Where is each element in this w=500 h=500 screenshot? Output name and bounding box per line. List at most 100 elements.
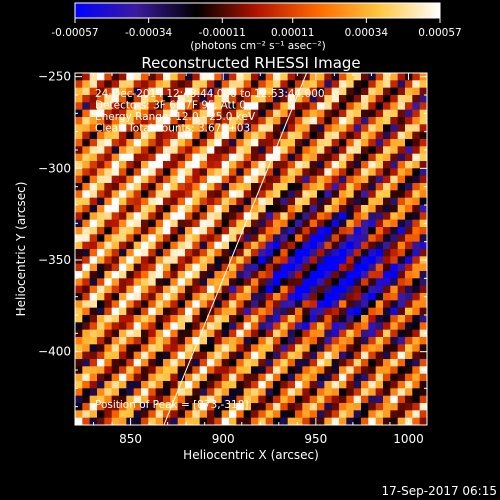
- heatmap-cell: [229, 227, 237, 235]
- heatmap-cell: [375, 153, 384, 162]
- heatmap-cell: [229, 249, 237, 257]
- heatmap-cell: [405, 102, 413, 110]
- heatmap-cell: [207, 249, 215, 257]
- heatmap-cell: [339, 161, 347, 169]
- heatmap-cell: [141, 373, 149, 382]
- heatmap-cell: [280, 278, 288, 286]
- heatmap-cell: [353, 153, 362, 162]
- heatmap-cell: [170, 359, 178, 367]
- heatmap-cell: [412, 234, 420, 242]
- heatmap-cell: [119, 117, 127, 125]
- heatmap-cell: [280, 300, 288, 308]
- heatmap-cell: [97, 381, 105, 389]
- heatmap-cell: [214, 337, 222, 345]
- heatmap-cell: [397, 351, 406, 360]
- heatmap-cell: [258, 109, 266, 118]
- heatmap-cell: [265, 249, 274, 257]
- heatmap-cell: [82, 381, 90, 389]
- heatmap-cell: [75, 175, 83, 184]
- heatmap-cell: [126, 190, 134, 198]
- heatmap-cell: [280, 249, 288, 257]
- heatmap-cell: [185, 249, 193, 257]
- heatmap-cell: [243, 351, 252, 360]
- heatmap-cell: [353, 256, 362, 264]
- heatmap-cell: [258, 395, 266, 404]
- heatmap-cell: [317, 168, 325, 176]
- heatmap-cell: [280, 153, 288, 162]
- heatmap-cell: [155, 153, 164, 162]
- heatmap-cell: [148, 293, 156, 301]
- heatmap-cell: [177, 403, 186, 411]
- heatmap-cell: [412, 205, 420, 213]
- heatmap-cell: [185, 131, 193, 140]
- heatmap-cell: [339, 190, 347, 198]
- heatmap-cell: [361, 146, 369, 154]
- heatmap-cell: [309, 344, 318, 352]
- heatmap-cell: [317, 351, 325, 360]
- heatmap-cell: [317, 175, 325, 184]
- heatmap-cell: [236, 175, 244, 184]
- heatmap-cell: [119, 395, 127, 404]
- heatmap-cell: [295, 395, 303, 404]
- heatmap-cell: [339, 153, 347, 162]
- heatmap-cell: [221, 403, 230, 411]
- heatmap-cell: [221, 337, 230, 345]
- heatmap-cell: [353, 410, 362, 418]
- heatmap-cell: [207, 175, 215, 184]
- heatmap-cell: [317, 249, 325, 257]
- heatmap-cell: [397, 403, 406, 411]
- heatmap-cell: [192, 307, 200, 316]
- heatmap-cell: [221, 263, 230, 272]
- heatmap-cell: [353, 212, 362, 220]
- heatmap-cell: [221, 344, 230, 352]
- heatmap-cell: [419, 417, 427, 425]
- heatmap-cell: [317, 212, 325, 220]
- heatmap-cell: [258, 153, 266, 162]
- heatmap-cell: [104, 249, 112, 257]
- heatmap-cell: [126, 329, 134, 338]
- heatmap-cell: [207, 139, 215, 147]
- heatmap-cell: [185, 175, 193, 184]
- heatmap-cell: [295, 322, 303, 330]
- y-tick-label: −250: [38, 70, 71, 84]
- heatmap-cell: [214, 227, 222, 235]
- heatmap-cell: [265, 87, 274, 96]
- heatmap-cell: [119, 381, 127, 389]
- heatmap-cell: [295, 146, 303, 154]
- heatmap-cell: [199, 131, 208, 140]
- heatmap-cell: [251, 87, 259, 96]
- heatmap-cell: [214, 263, 222, 272]
- heatmap-cell: [361, 417, 369, 425]
- heatmap-cell: [251, 256, 259, 264]
- heatmap-cell: [346, 205, 354, 213]
- heatmap-cell: [405, 337, 413, 345]
- heatmap-cell: [295, 381, 303, 389]
- heatmap-cell: [207, 307, 215, 316]
- heatmap-cell: [265, 131, 274, 140]
- heatmap-cell: [185, 241, 193, 250]
- heatmap-cell: [258, 205, 266, 213]
- heatmap-cell: [119, 271, 127, 279]
- heatmap-cell: [353, 366, 362, 374]
- heatmap-cell: [302, 278, 310, 286]
- heatmap-cell: [229, 351, 237, 360]
- heatmap-cell: [207, 153, 215, 162]
- heatmap-cell: [346, 161, 354, 169]
- heatmap-cell: [295, 256, 303, 264]
- heatmap-cell: [375, 131, 384, 140]
- heatmap-cell: [397, 344, 406, 352]
- heatmap-cell: [236, 278, 244, 286]
- annotation-line: Energy Range: 12.0 - 25.0 keV: [95, 111, 256, 123]
- heatmap-cell: [361, 153, 369, 162]
- heatmap-cell: [383, 124, 391, 132]
- heatmap-cell: [148, 95, 156, 103]
- heatmap-cell: [368, 131, 376, 140]
- heatmap-cell: [346, 117, 354, 125]
- heatmap-cell: [331, 102, 340, 110]
- heatmap-cell: [229, 329, 237, 338]
- heatmap-cell: [221, 87, 230, 96]
- heatmap-cell: [199, 197, 208, 206]
- heatmap-cell: [251, 300, 259, 308]
- heatmap-cell: [185, 80, 193, 88]
- heatmap-cell: [119, 263, 127, 272]
